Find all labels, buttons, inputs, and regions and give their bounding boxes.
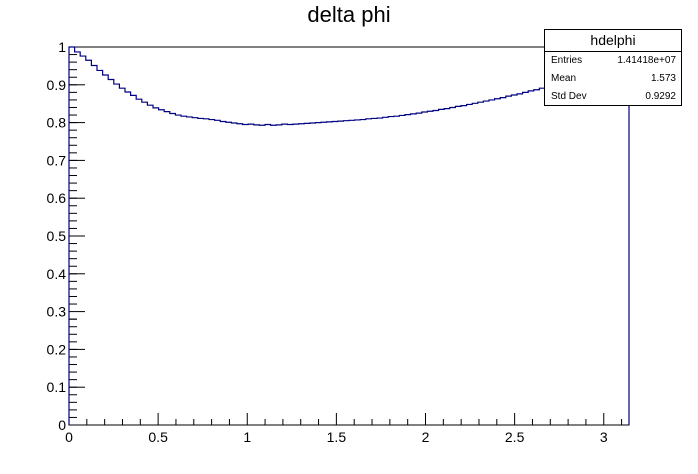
- axis-ticks: 0 0.1 0.2 0.3 0.4 0.5 0.6 0.7 0.8 0.9 1 0 0.5 1 1.5 2 2.…: [47, 39, 623, 445]
- stddev-value: 0.9292: [645, 91, 676, 102]
- mean-label: Mean: [551, 73, 577, 84]
- stats-box: hdelphi Entries 1.41418e+07 Mean 1.573 S…: [544, 29, 682, 106]
- stddev-label: Std Dev: [551, 91, 587, 102]
- x-tick-label: 0.5: [148, 429, 168, 445]
- x-tick-label: 0: [65, 429, 73, 445]
- y-tick-label: 0.9: [47, 77, 67, 93]
- y-tick-label: 0.5: [47, 228, 67, 244]
- entries-value: 1.41418e+07: [617, 55, 676, 66]
- x-tick-label: 3: [600, 429, 608, 445]
- mean-value: 1.573: [650, 73, 676, 84]
- histogram-line: [68, 46, 630, 425]
- x-tick-label: 1.5: [327, 429, 347, 445]
- x-tick-label: 2.5: [505, 429, 525, 445]
- stats-box-name: hdelphi: [545, 30, 681, 52]
- chart-title: delta phi: [307, 2, 391, 27]
- stats-row-mean: Mean 1.573: [545, 70, 681, 88]
- y-tick-label: 0.7: [47, 152, 67, 168]
- entries-label: Entries: [551, 55, 583, 66]
- y-tick-label: 0.4: [47, 266, 67, 282]
- y-tick-label: 0: [58, 417, 66, 433]
- y-tick-label: 0.3: [47, 304, 67, 320]
- stats-row-entries: Entries 1.41418e+07: [545, 52, 681, 70]
- y-tick-label: 0.8: [47, 115, 67, 131]
- stats-row-stddev: Std Dev 0.9292: [545, 88, 681, 106]
- y-tick-label: 0.2: [47, 341, 67, 357]
- y-tick-label: 1: [58, 39, 66, 55]
- histogram-steps: [68, 46, 630, 425]
- x-tick-label: 1: [243, 429, 251, 445]
- y-tick-label: 0.1: [47, 379, 67, 395]
- x-tick-label: 2: [422, 429, 430, 445]
- y-tick-label: 0.6: [47, 190, 67, 206]
